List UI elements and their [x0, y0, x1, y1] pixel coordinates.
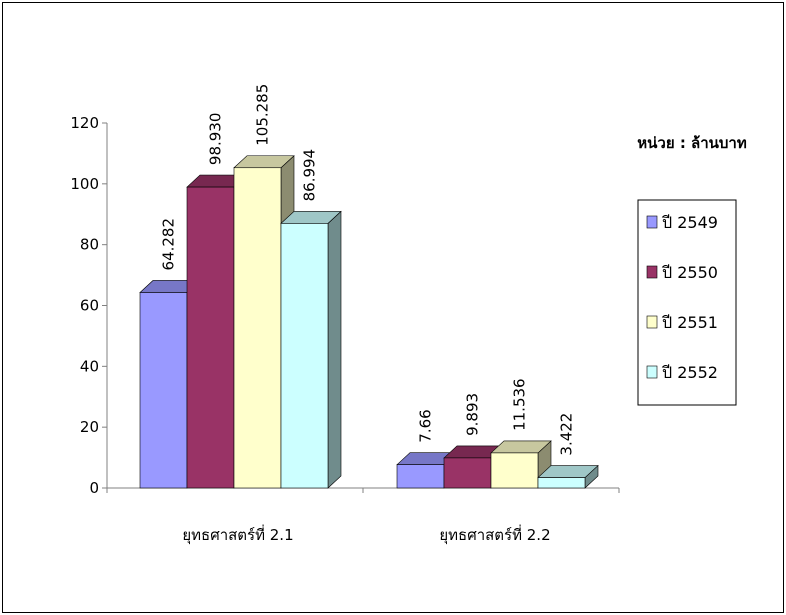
legend-swatch: [646, 265, 658, 279]
data-label: 9.893: [464, 393, 482, 436]
legend-item: ปี 2552: [646, 363, 718, 382]
y-tick-label: 100: [70, 175, 99, 193]
y-tick-label: 20: [80, 418, 99, 436]
data-label: 3.422: [558, 413, 576, 456]
y-tick-label: 40: [80, 357, 99, 375]
data-label: 86.994: [301, 149, 319, 202]
data-label: 105.285: [254, 84, 272, 146]
bar-front: [186, 186, 235, 489]
bar-side: [327, 210, 342, 489]
legend-swatch: [646, 315, 658, 329]
legend: ปี 2549 ปี 2550 ปี 2551 ปี 2552: [637, 199, 737, 406]
legend-item: ปี 2549: [646, 213, 718, 232]
unit-label: หน่วย : ล้านบาท: [637, 134, 747, 152]
bar-front: [396, 464, 445, 489]
legend-item: ปี 2551: [646, 313, 718, 332]
legend-label: ปี 2551: [662, 313, 718, 332]
bar-front: [443, 457, 492, 489]
bar-front: [537, 477, 586, 489]
bar: [396, 452, 458, 489]
bar: [537, 464, 599, 489]
y-tick-label: 120: [70, 114, 99, 132]
bars: [139, 155, 599, 489]
y-tick-label: 80: [80, 236, 99, 254]
bar: [443, 445, 505, 489]
bar-chart: 0 20 40 60 80 100 120 ยุทธศาสตร์ที่ 2.1 ยุทธศาสต…: [70, 84, 747, 545]
legend-swatch: [646, 215, 658, 229]
bar: [280, 210, 342, 489]
category-label: ยุทธศาสตร์ที่ 2.2: [439, 524, 550, 545]
data-label: 7.66: [417, 409, 435, 442]
legend-swatch: [646, 365, 658, 379]
legend-label: ปี 2549: [662, 213, 718, 232]
data-label: 98.930: [207, 113, 225, 166]
bar-front: [139, 292, 188, 489]
bar-front: [233, 167, 282, 489]
y-tick-label: 0: [89, 479, 99, 497]
data-label: 64.282: [160, 218, 178, 271]
data-label: 11.536: [511, 378, 529, 431]
legend-item: ปี 2550: [646, 263, 718, 282]
bar-front: [280, 223, 329, 489]
y-tick-label: 60: [80, 297, 99, 315]
legend-label: ปี 2550: [662, 263, 718, 282]
category-label: ยุทธศาสตร์ที่ 2.1: [182, 524, 293, 545]
data-labels: 64.282 7.66 98.930 9.893 105.285 11.536 86.994…: [160, 84, 576, 456]
axes: 0 20 40 60 80 100 120 ยุทธศาสตร์ที่ 2.1 ยุทธศาสต…: [70, 114, 620, 545]
bar-front: [490, 452, 539, 489]
legend-label: ปี 2552: [662, 363, 718, 382]
